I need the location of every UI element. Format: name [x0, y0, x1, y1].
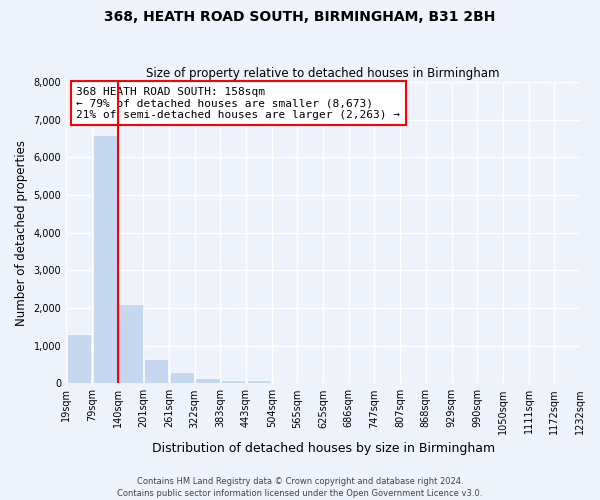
X-axis label: Distribution of detached houses by size in Birmingham: Distribution of detached houses by size …: [152, 442, 494, 455]
Bar: [92, 135, 117, 384]
Bar: [170, 372, 194, 384]
Bar: [247, 380, 271, 384]
Text: 368 HEATH ROAD SOUTH: 158sqm
← 79% of detached houses are smaller (8,673)
21% of: 368 HEATH ROAD SOUTH: 158sqm ← 79% of de…: [76, 86, 400, 120]
Bar: [67, 334, 91, 384]
Title: Size of property relative to detached houses in Birmingham: Size of property relative to detached ho…: [146, 66, 500, 80]
Bar: [144, 359, 168, 384]
Bar: [221, 380, 245, 384]
Bar: [118, 304, 143, 384]
Text: 368, HEATH ROAD SOUTH, BIRMINGHAM, B31 2BH: 368, HEATH ROAD SOUTH, BIRMINGHAM, B31 2…: [104, 10, 496, 24]
Y-axis label: Number of detached properties: Number of detached properties: [15, 140, 28, 326]
Bar: [195, 378, 220, 384]
Text: Contains HM Land Registry data © Crown copyright and database right 2024.
Contai: Contains HM Land Registry data © Crown c…: [118, 476, 482, 498]
